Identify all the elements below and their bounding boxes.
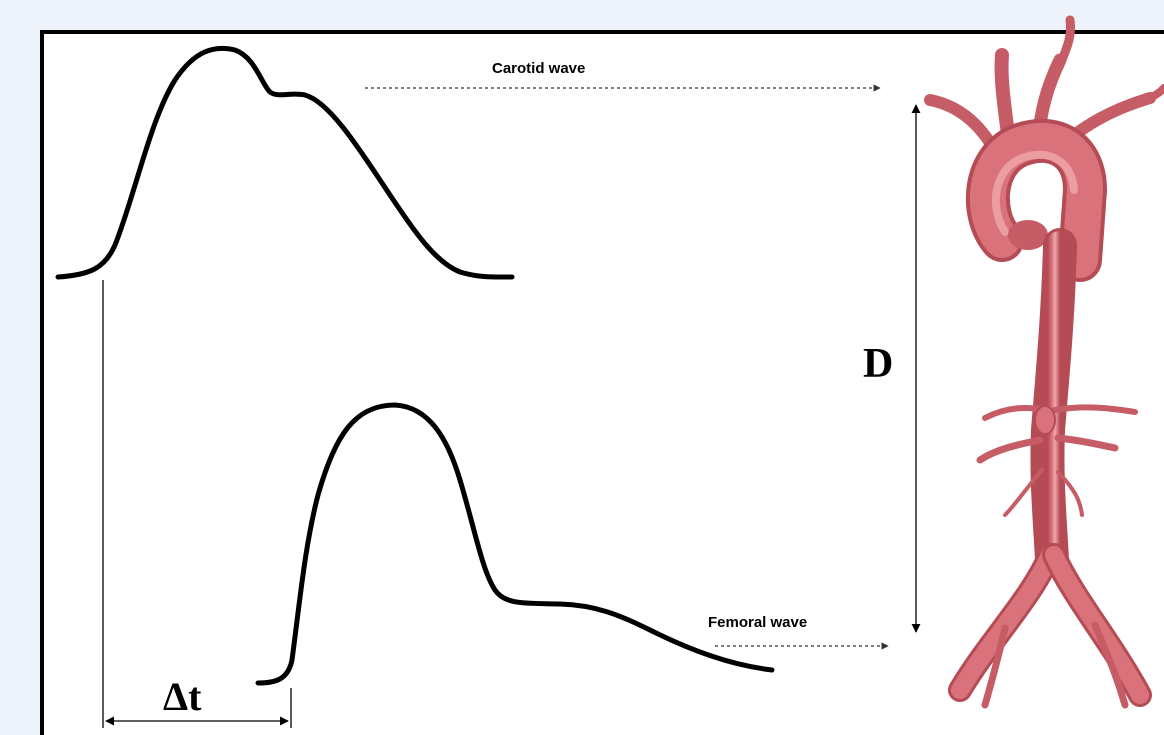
- carotid-waveform: [55, 45, 515, 280]
- aorta-illustration-icon: [924, 15, 1164, 709]
- femoral-waveform: [255, 402, 775, 686]
- carotid-wave-label: Carotid wave: [492, 60, 585, 77]
- femoral-wave-label: Femoral wave: [708, 614, 807, 631]
- distance-label: D: [863, 341, 893, 387]
- diagram-panel: [40, 30, 1164, 735]
- time-delay-label: Δt: [163, 674, 202, 719]
